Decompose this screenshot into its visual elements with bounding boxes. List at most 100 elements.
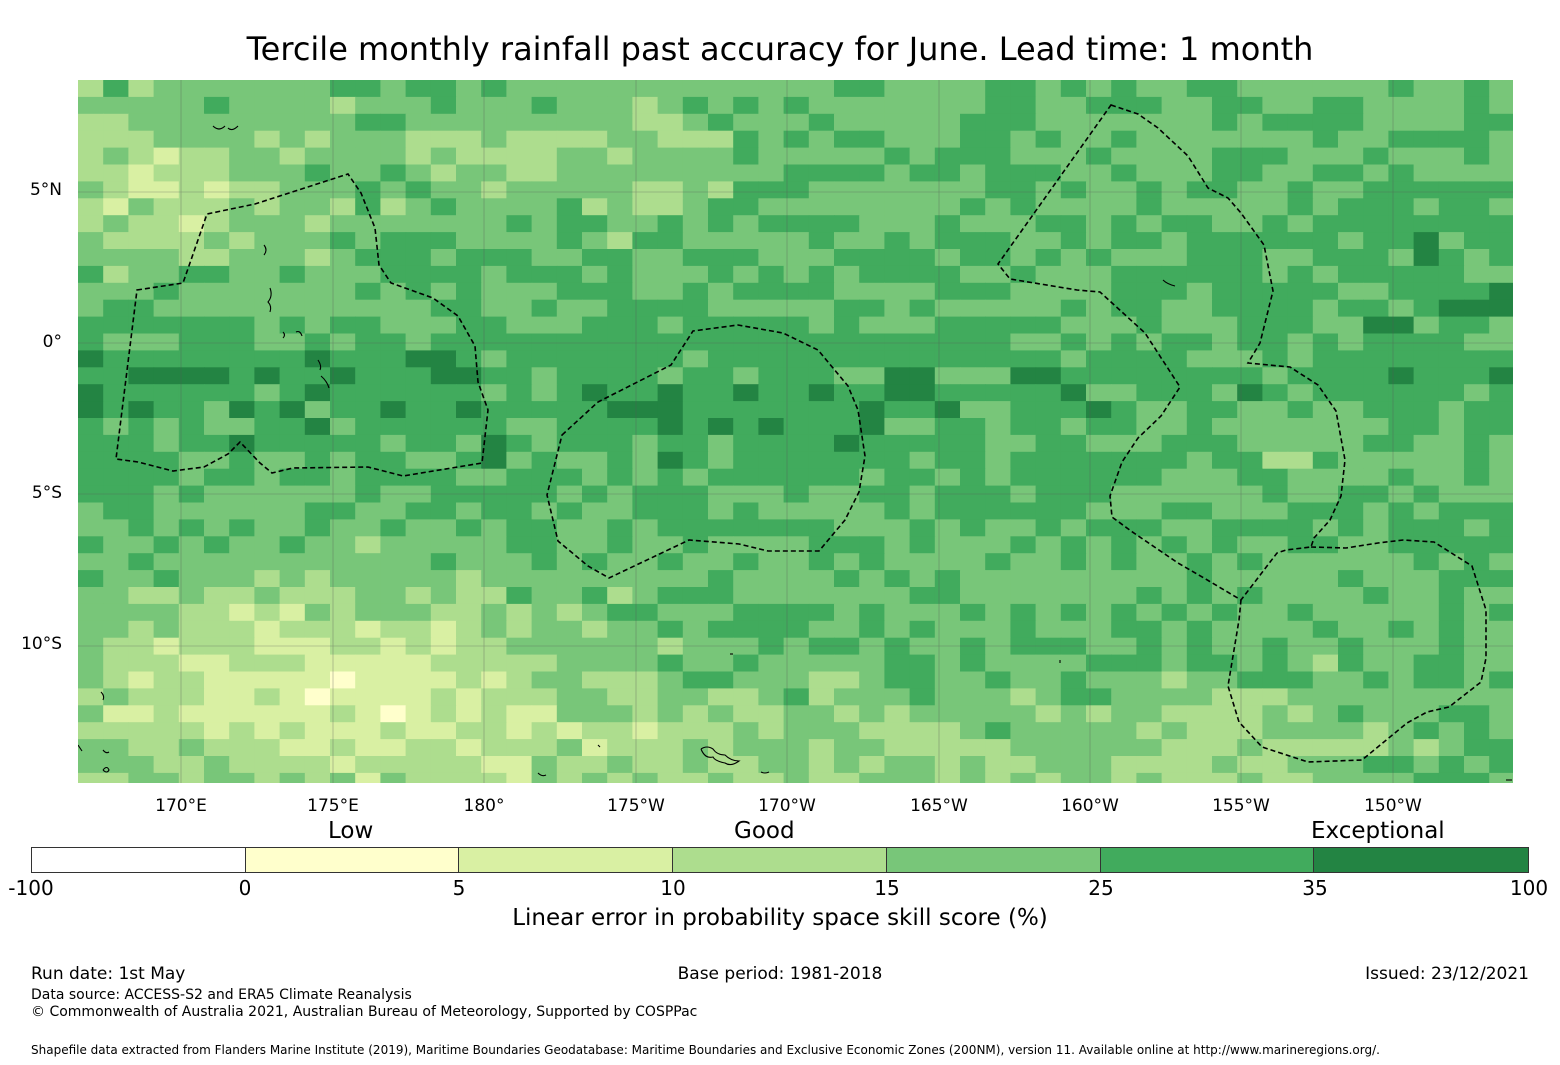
- skill-cell: [204, 401, 230, 419]
- skill-cell: [204, 772, 230, 783]
- skill-cell: [128, 519, 155, 537]
- skill-cell: [254, 671, 281, 689]
- skill-cell: [153, 739, 180, 757]
- skill-cell: [78, 688, 104, 706]
- skill-cell: [405, 350, 432, 368]
- skill-cell: [582, 367, 608, 385]
- skill-cell: [582, 688, 608, 706]
- skill-cell: [1338, 80, 1364, 98]
- skill-cell: [1363, 198, 1389, 216]
- skill-cell: [103, 485, 129, 504]
- skill-cell: [103, 350, 129, 368]
- skill-cell: [330, 688, 356, 706]
- skill-cell: [808, 418, 835, 436]
- skill-cell: [1161, 688, 1188, 706]
- skill-cell: [1438, 181, 1465, 199]
- skill-cell: [909, 265, 936, 284]
- skill-cell: [481, 502, 507, 520]
- skill-cell: [1237, 367, 1263, 385]
- skill-cell: [1060, 553, 1087, 571]
- skill-cell: [279, 536, 306, 554]
- skill-cell: [1035, 215, 1062, 233]
- skill-cell: [405, 249, 432, 267]
- skill-cell: [103, 164, 129, 182]
- skill-cell: [1010, 181, 1037, 199]
- skill-cell: [934, 265, 961, 284]
- skill-cell: [1388, 282, 1415, 301]
- skill-cell: [355, 367, 381, 385]
- skill-cell: [78, 603, 104, 622]
- skill-cell: [1489, 688, 1513, 706]
- skill-cell: [1060, 772, 1087, 783]
- skill-cell: [632, 519, 659, 537]
- skill-cell: [1413, 570, 1440, 588]
- skill-cell: [1060, 570, 1087, 588]
- skill-cell: [304, 671, 331, 689]
- skill-cell: [1212, 333, 1238, 351]
- skill-cell: [985, 553, 1011, 571]
- skill-cell: [682, 282, 709, 301]
- skill-cell: [582, 164, 608, 182]
- skill-cell: [682, 620, 709, 639]
- skill-cell: [1212, 401, 1238, 419]
- skill-cell: [1363, 671, 1389, 689]
- skill-cell: [1212, 637, 1238, 656]
- skill-cell: [1413, 637, 1440, 656]
- skill-cell: [657, 637, 684, 656]
- skill-cell: [1237, 232, 1263, 250]
- skill-cell: [556, 80, 583, 98]
- skill-cell: [229, 553, 255, 571]
- skill-cell: [859, 654, 885, 673]
- skill-cell: [481, 265, 507, 284]
- skill-cell: [985, 350, 1011, 368]
- skill-cell: [78, 553, 104, 571]
- skill-cell: [960, 722, 986, 740]
- skill-cell: [1262, 147, 1289, 166]
- skill-cell: [808, 654, 835, 673]
- skill-cell: [682, 705, 709, 723]
- skill-cell: [279, 772, 306, 783]
- skill-cell: [1086, 215, 1112, 233]
- skill-cell: [808, 384, 835, 402]
- skill-cell: [229, 688, 255, 706]
- skill-cell: [1035, 198, 1062, 216]
- skill-cell: [783, 418, 810, 436]
- skill-cell: [1312, 654, 1339, 673]
- skill-cell: [884, 485, 911, 504]
- skill-cell: [682, 536, 709, 554]
- skill-cell: [960, 333, 986, 351]
- skill-cell: [1035, 80, 1062, 98]
- skill-cell: [405, 96, 432, 115]
- skill-cell: [1010, 739, 1037, 757]
- skill-cell: [1136, 299, 1163, 318]
- skill-cell: [884, 232, 911, 250]
- skill-cell: [733, 80, 759, 98]
- skill-cell: [380, 181, 407, 199]
- skill-cell: [1186, 418, 1213, 436]
- skill-cell: [128, 772, 155, 783]
- skill-cell: [1363, 620, 1389, 639]
- skill-cell: [178, 772, 205, 783]
- skill-cell: [556, 249, 583, 267]
- skill-cell: [582, 282, 608, 301]
- skill-cell: [834, 147, 860, 166]
- skill-cell: [1136, 249, 1163, 267]
- skill-cell: [355, 113, 381, 132]
- skill-cell: [1186, 316, 1213, 335]
- colorbar-bin: [459, 848, 674, 872]
- skill-cell: [430, 722, 457, 740]
- skill-cell: [304, 502, 331, 520]
- skill-cell: [960, 215, 986, 233]
- skill-cell: [657, 772, 684, 783]
- skill-cell: [632, 739, 659, 757]
- skill-cell: [204, 553, 230, 571]
- skill-cell: [330, 147, 356, 166]
- skill-cell: [1086, 502, 1112, 520]
- skill-cell: [1338, 434, 1364, 453]
- skill-cell: [1287, 130, 1314, 149]
- skill-cell: [758, 384, 785, 402]
- skill-cell: [178, 265, 205, 284]
- skill-cell: [481, 215, 507, 233]
- skill-cell: [808, 637, 835, 656]
- skill-cell: [884, 80, 911, 98]
